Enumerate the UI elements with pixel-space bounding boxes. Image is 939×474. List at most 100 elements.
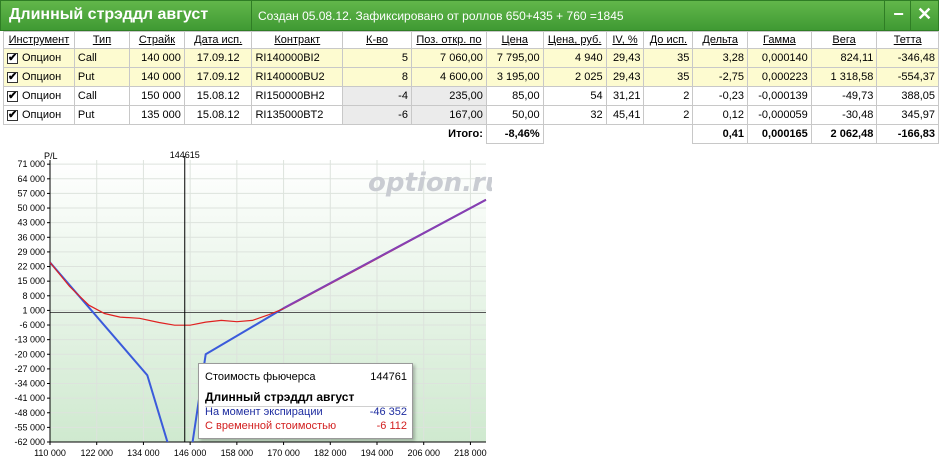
row-checkbox[interactable]	[7, 108, 18, 121]
totals-theta: -166,83	[876, 124, 939, 144]
x-tick-label: 206 000	[407, 448, 440, 458]
y-tick-label: -62 000	[14, 437, 45, 447]
type-cell: Put	[73, 67, 131, 87]
chart-tooltip: Стоимость фьючерса 144761 Длинный стрэдд…	[198, 363, 413, 439]
column-header-price-rub[interactable]: Цена, руб.	[542, 31, 607, 49]
y-tick-label: -41 000	[14, 393, 45, 403]
y-tick-label: 1 000	[22, 305, 45, 315]
column-header-date[interactable]: Дата исп.	[183, 31, 253, 49]
strike-cell: 140 000	[129, 67, 185, 87]
qty-cell[interactable]: 5	[342, 48, 412, 68]
y-tick-label: 22 000	[17, 262, 45, 272]
contract-cell: RI135000BT2	[251, 105, 344, 125]
table-row[interactable]: Опцион Put 135 000 15.08.12 RI135000BT2 …	[3, 105, 939, 125]
delta-cell: 0,12	[692, 105, 748, 125]
column-header-delta[interactable]: Дельта	[692, 31, 748, 49]
instrument-cell: Опцион	[3, 86, 75, 106]
price-rub-cell: 2 025	[542, 67, 607, 87]
y-tick-label: 29 000	[17, 247, 45, 257]
y-tick-label: -13 000	[14, 335, 45, 345]
tooltip-futures-value: 144761	[370, 371, 407, 383]
tooltip-futures-row: Стоимость фьючерса 144761	[205, 371, 407, 383]
date-cell: 17.09.12	[183, 67, 253, 87]
window-title: Длинный стрэддл август	[9, 6, 209, 23]
date-cell: 17.09.12	[183, 48, 253, 68]
column-header-theta[interactable]: Тетта	[876, 31, 939, 49]
tooltip-expiry-row: На момент экспирации -46 352	[205, 406, 407, 418]
gamma-cell: -0,000139	[747, 86, 812, 106]
column-header-contract[interactable]: Контракт	[251, 31, 344, 49]
price-rub-cell: 32	[542, 105, 607, 125]
column-header-iv[interactable]: IV, %	[605, 31, 645, 49]
vega-cell: -30,48	[810, 105, 878, 125]
column-header-strike[interactable]: Страйк	[129, 31, 185, 49]
strike-cell: 140 000	[129, 48, 185, 68]
window-subtitle: Создан 05.08.12. Зафиксировано от роллов…	[258, 9, 624, 23]
close-icon[interactable]: ✕	[910, 1, 938, 30]
tooltip-time-value: -6 112	[376, 420, 407, 432]
chart-series	[50, 198, 487, 442]
column-header-type[interactable]: Тип	[73, 31, 131, 49]
tooltip-time-row: С временной стоимостью -6 112	[205, 420, 407, 432]
column-header-vega[interactable]: Вега	[810, 31, 878, 49]
table-row[interactable]: Опцион Call 140 000 17.09.12 RI140000BI2…	[3, 48, 939, 68]
contract-cell: RI150000BH2	[251, 86, 344, 106]
tooltip-expiry-label: На момент экспирации	[205, 406, 323, 418]
days-cell: 35	[643, 67, 694, 87]
tooltip-futures-label: Стоимость фьючерса	[205, 371, 316, 383]
qty-cell[interactable]: -4	[342, 86, 412, 106]
table-row[interactable]: Опцион Call 150 000 15.08.12 RI150000BH2…	[3, 86, 939, 106]
y-tick-label: 64 000	[17, 174, 45, 184]
x-tick-label: 194 000	[361, 448, 394, 458]
type-cell: Put	[73, 105, 131, 125]
open-cell[interactable]: 4 600,00	[410, 67, 487, 87]
open-cell[interactable]: 235,00	[410, 86, 487, 106]
qty-cell[interactable]: 8	[342, 67, 412, 87]
tooltip-time-label: С временной стоимостью	[205, 420, 337, 432]
x-tick-label: 170 000	[267, 448, 300, 458]
y-tick-label: -20 000	[14, 349, 45, 359]
price-rub-cell: 4 940	[542, 48, 607, 68]
instrument-cell: Опцион	[3, 48, 75, 68]
theta-cell: -554,37	[876, 67, 939, 87]
delta-cell: -2,75	[692, 67, 748, 87]
x-tick-label: 122 000	[80, 448, 113, 458]
column-header-instrument[interactable]: Инструмент	[3, 31, 75, 49]
y-tick-label: -34 000	[14, 379, 45, 389]
x-axis-ticks: 110 000 122 000 134 000 146 000 158 000 170 0…	[34, 442, 487, 458]
instrument-cell: Опцион	[3, 105, 75, 125]
x-tick-label: 146 000	[174, 448, 207, 458]
y-tick-label: 43 000	[17, 218, 45, 228]
table-row[interactable]: Опцион Put 140 000 17.09.12 RI140000BU2 …	[3, 67, 939, 87]
column-header-qty[interactable]: К-во	[342, 31, 412, 49]
row-checkbox[interactable]	[7, 89, 18, 102]
column-header-days[interactable]: До исп.	[643, 31, 694, 49]
column-header-open[interactable]: Поз. откр. по	[410, 31, 487, 49]
y-tick-label: 57 000	[17, 188, 45, 198]
type-cell: Call	[73, 86, 131, 106]
y-tick-label: -27 000	[14, 364, 45, 374]
vega-cell: -49,73	[810, 86, 878, 106]
x-tick-label: 134 000	[127, 448, 160, 458]
iv-cell: 29,43	[605, 67, 645, 87]
days-cell: 2	[643, 86, 694, 106]
minimize-icon[interactable]: −	[884, 1, 912, 30]
y-tick-label: -55 000	[14, 422, 45, 432]
watermark: option.ru	[368, 168, 492, 198]
open-cell[interactable]: 167,00	[410, 105, 487, 125]
qty-cell[interactable]: -6	[342, 105, 412, 125]
row-checkbox[interactable]	[7, 51, 18, 64]
contract-cell: RI140000BU2	[251, 67, 344, 87]
gamma-cell: 0,000140	[747, 48, 812, 68]
x-tick-label: 158 000	[221, 448, 254, 458]
theta-cell: 345,97	[876, 105, 939, 125]
row-checkbox[interactable]	[7, 70, 18, 83]
instrument-label: Опцион	[22, 52, 62, 64]
column-header-price[interactable]: Цена	[485, 31, 544, 49]
strike-cell: 135 000	[129, 105, 185, 125]
y-tick-label: -6 000	[19, 320, 45, 330]
column-header-gamma[interactable]: Гамма	[747, 31, 812, 49]
iv-cell: 29,43	[605, 48, 645, 68]
y-axis-ticks: 71 000 64 000 57 000 50 000 43 000 36 000 29 0…	[14, 159, 50, 447]
open-cell[interactable]: 7 060,00	[410, 48, 487, 68]
